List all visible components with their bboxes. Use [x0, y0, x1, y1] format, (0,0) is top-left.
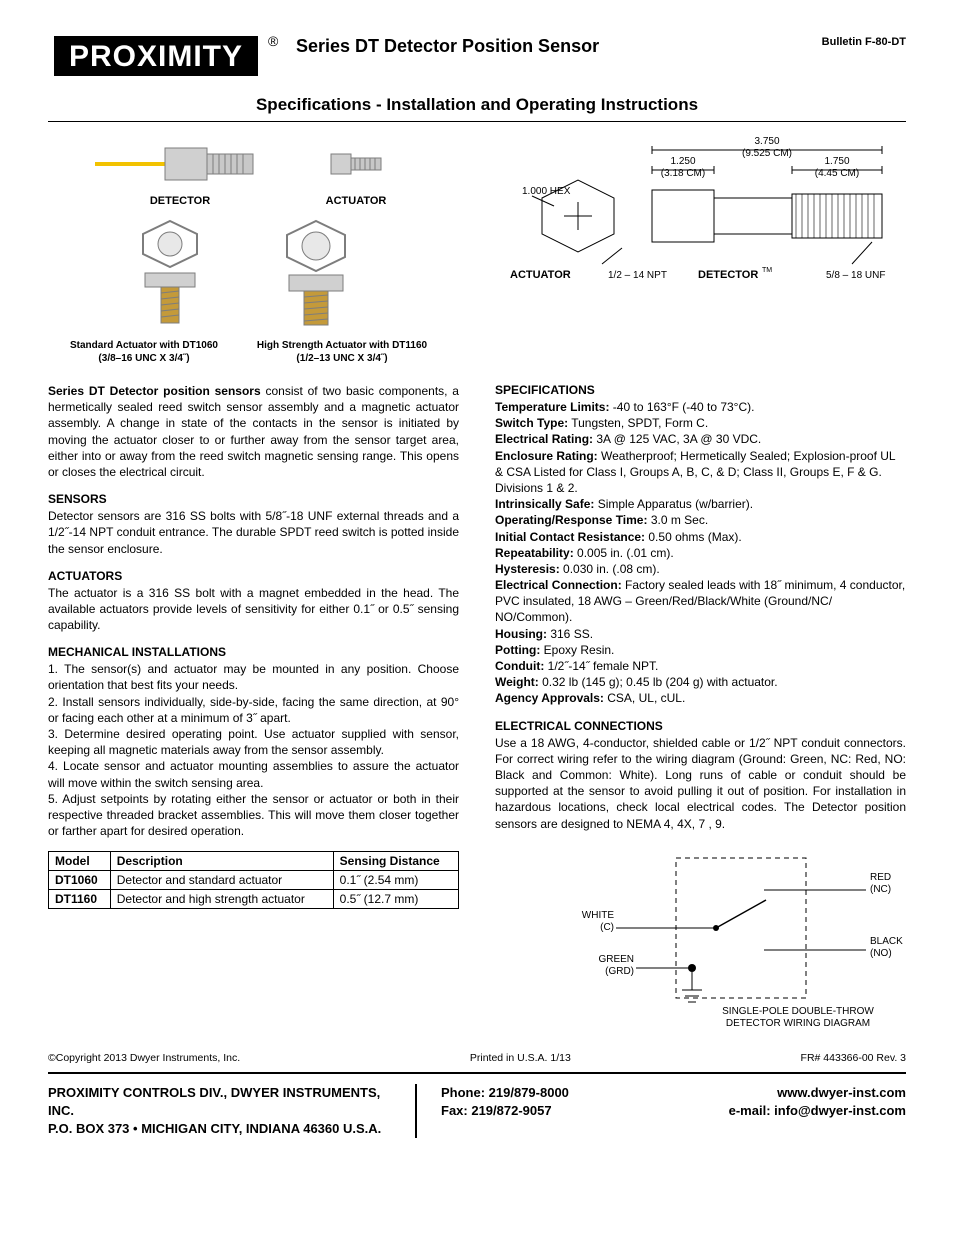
svg-text:(C): (C) — [600, 922, 614, 933]
footer-web: www.dwyer-inst.com e-mail: info@dwyer-in… — [661, 1084, 906, 1120]
spec-line: Intrinsically Safe: Simple Apparatus (w/… — [495, 496, 906, 512]
spec-line: Weight: 0.32 lb (145 g); 0.45 lb (204 g)… — [495, 674, 906, 690]
mech-step: 2. Install sensors individually, side-by… — [48, 694, 459, 726]
svg-text:(3.18 CM): (3.18 CM) — [661, 168, 705, 179]
std-actuator-caption: Standard Actuator with DT1060 (3/8–16 UN… — [54, 340, 234, 365]
table-cell: 0.5˝ (12.7 mm) — [333, 890, 458, 909]
mech-step: 3. Determine desired operating point. Us… — [48, 726, 459, 758]
doc-title: Series DT Detector Position Sensor — [296, 36, 599, 57]
spec-line: Operating/Response Time: 3.0 m Sec. — [495, 512, 906, 528]
figures-row: DETECTOR ACTUATOR — [48, 132, 906, 365]
specs-list: Temperature Limits: -40 to 163°F (-40 to… — [495, 399, 906, 707]
table-row: DT1160Detector and high strength actuato… — [49, 890, 459, 909]
svg-text:®: ® — [268, 33, 279, 49]
actuator-label: ACTUATOR — [321, 195, 391, 207]
table-row: DT1060Detector and standard actuator0.1˝… — [49, 871, 459, 890]
spec-line: Switch Type: Tungsten, SPDT, Form C. — [495, 415, 906, 431]
divider — [48, 121, 906, 122]
spec-line: Electrical Rating: 3A @ 125 VAC, 3A @ 30… — [495, 431, 906, 447]
table-header: Sensing Distance — [333, 852, 458, 871]
svg-text:PROXIMITY: PROXIMITY — [69, 40, 243, 73]
footer-address: PROXIMITY CONTROLS DIV., DWYER INSTRUMEN… — [48, 1084, 391, 1139]
spec-line: Initial Contact Resistance: 0.50 ohms (M… — [495, 529, 906, 545]
svg-text:DETECTOR: DETECTOR — [698, 269, 758, 281]
actuator-drawing — [321, 140, 391, 188]
spec-line: Conduit: 1/2˝-14˝ female NPT. — [495, 658, 906, 674]
svg-text:5/8 – 18 UNF: 5/8 – 18 UNF — [826, 270, 885, 281]
table-header: Description — [110, 852, 333, 871]
footer-phone: Phone: 219/879-8000 Fax: 219/872-9057 — [441, 1084, 637, 1120]
elec-head: ELECTRICAL CONNECTIONS — [495, 719, 906, 733]
table-cell: DT1060 — [49, 871, 111, 890]
mech-step: 1. The sensor(s) and actuator may be mou… — [48, 661, 459, 693]
table-cell: Detector and standard actuator — [110, 871, 333, 890]
spec-line: Temperature Limits: -40 to 163°F (-40 to… — [495, 399, 906, 415]
copyright-left: ©Copyright 2013 Dwyer Instruments, Inc. — [48, 1052, 240, 1064]
actuators-body: The actuator is a 316 SS bolt with a mag… — [48, 585, 459, 634]
spec-line: Repeatability: 0.005 in. (.01 cm). — [495, 545, 906, 561]
svg-text:(9.525 CM): (9.525 CM) — [742, 148, 792, 159]
svg-text:(NC): (NC) — [870, 884, 891, 895]
specs-head: SPECIFICATIONS — [495, 383, 906, 397]
spec-line: Electrical Connection: Factory sealed le… — [495, 577, 906, 626]
spec-line: Housing: 316 SS. — [495, 626, 906, 642]
svg-text:3.750: 3.750 — [754, 136, 779, 147]
svg-text:1.250: 1.250 — [670, 156, 695, 167]
bulletin-code: Bulletin F-80-DT — [822, 36, 906, 48]
svg-text:1.000 HEX: 1.000 HEX — [522, 186, 571, 197]
doc-subtitle: Specifications - Installation and Operat… — [48, 95, 906, 115]
svg-text:TM: TM — [762, 267, 772, 274]
spec-line: Agency Approvals: CSA, UL, cUL. — [495, 690, 906, 706]
spec-line: Enclosure Rating: Weatherproof; Hermetic… — [495, 448, 906, 497]
standard-actuator-drawing — [125, 219, 215, 332]
left-column: Series DT Detector position sensors cons… — [48, 383, 459, 1030]
footer: PROXIMITY CONTROLS DIV., DWYER INSTRUMEN… — [48, 1084, 906, 1163]
mech-head: MECHANICAL INSTALLATIONS — [48, 645, 459, 659]
models-table: ModelDescriptionSensing Distance DT1060D… — [48, 851, 459, 909]
copyright-row: ©Copyright 2013 Dwyer Instruments, Inc. … — [48, 1052, 906, 1064]
actuators-head: ACTUATORS — [48, 569, 459, 583]
mech-step: 5. Adjust setpoints by rotating either t… — [48, 791, 459, 840]
footer-separator — [415, 1084, 417, 1139]
svg-text:BLACK: BLACK — [870, 936, 903, 947]
high-strength-actuator-drawing — [271, 219, 361, 332]
content-columns: Series DT Detector position sensors cons… — [48, 383, 906, 1030]
svg-text:(NO): (NO) — [870, 948, 892, 959]
wiring-diagram: WHITE (C) GREEN (GRD) RED (NC) BLACK (NO… — [495, 850, 906, 1030]
svg-text:DETECTOR WIRING DIAGRAM: DETECTOR WIRING DIAGRAM — [726, 1018, 870, 1029]
table-cell: DT1160 — [49, 890, 111, 909]
logo: PROXIMITY ® — [48, 28, 280, 87]
copyright-center: Printed in U.S.A. 1/13 — [470, 1052, 571, 1064]
mech-steps: 1. The sensor(s) and actuator may be mou… — [48, 661, 459, 839]
sensors-head: SENSORS — [48, 492, 459, 506]
svg-text:WHITE: WHITE — [582, 910, 615, 921]
table-cell: Detector and high strength actuator — [110, 890, 333, 909]
right-column: SPECIFICATIONS Temperature Limits: -40 t… — [495, 383, 906, 1030]
svg-text:1.750: 1.750 — [824, 156, 849, 167]
elec-body: Use a 18 AWG, 4-conductor, shielded cabl… — [495, 735, 906, 832]
svg-text:RED: RED — [870, 872, 891, 883]
sensors-body: Detector sensors are 316 SS bolts with 5… — [48, 508, 459, 557]
detector-drawing — [95, 140, 265, 188]
hs-actuator-caption: High Strength Actuator with DT1160 (1/2–… — [252, 340, 432, 365]
table-cell: 0.1˝ (2.54 mm) — [333, 871, 458, 890]
page-header: PROXIMITY ® Series DT Detector Position … — [48, 28, 906, 87]
svg-text:GREEN: GREEN — [598, 954, 634, 965]
footer-divider — [48, 1072, 906, 1074]
detector-label: DETECTOR — [95, 195, 265, 207]
spec-line: Potting: Epoxy Resin. — [495, 642, 906, 658]
intro-para: Series DT Detector position sensors cons… — [48, 383, 459, 480]
svg-text:SINGLE-POLE DOUBLE-THROW: SINGLE-POLE DOUBLE-THROW — [722, 1006, 874, 1017]
svg-text:(GRD): (GRD) — [605, 966, 634, 977]
dimension-drawing: 3.750 (9.525 CM) 1.250 (3.18 CM) 1.750 (… — [478, 132, 906, 365]
spec-line: Hysteresis: 0.030 in. (.08 cm). — [495, 561, 906, 577]
table-header: Model — [49, 852, 111, 871]
mech-step: 4. Locate sensor and actuator mounting a… — [48, 758, 459, 790]
svg-text:1/2 – 14 NPT: 1/2 – 14 NPT — [608, 270, 667, 281]
svg-text:(4.45 CM): (4.45 CM) — [815, 168, 859, 179]
copyright-right: FR# 443366-00 Rev. 3 — [801, 1052, 906, 1064]
svg-text:ACTUATOR: ACTUATOR — [510, 269, 571, 281]
